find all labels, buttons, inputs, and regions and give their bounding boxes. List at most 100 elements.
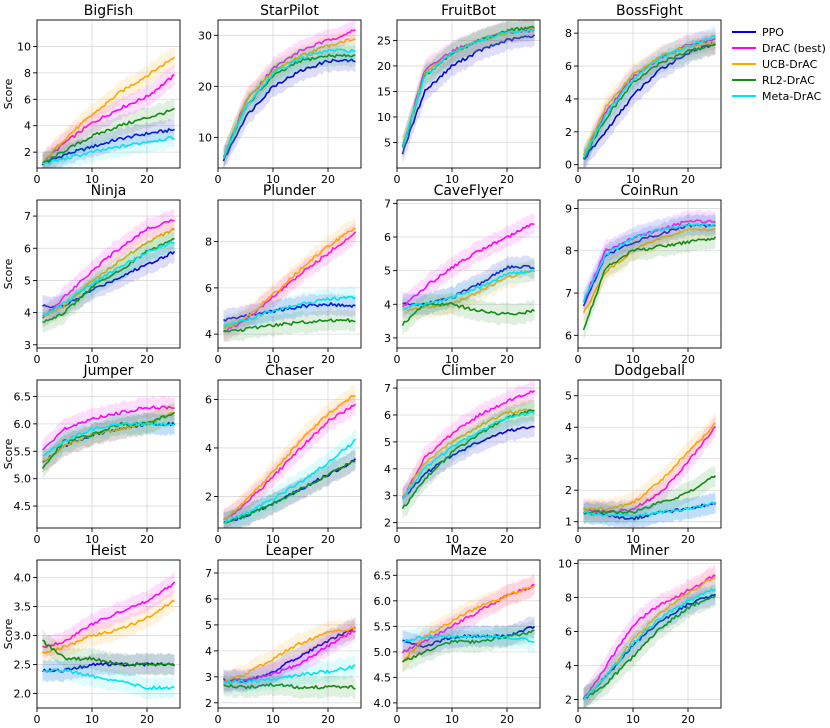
x-tick-label: 10 (85, 173, 99, 186)
y-axis-label: Score (2, 258, 15, 289)
series-rl2-drac (582, 475, 716, 515)
y-tick-label: 2 (565, 126, 572, 139)
x-tick-label: 0 (215, 353, 222, 366)
series-meta-drac (582, 223, 716, 303)
panel-title: CoinRun (621, 183, 679, 199)
y-axis-label: Score (2, 438, 15, 469)
band-ucb-drac (223, 385, 356, 528)
axes-frame (36, 19, 181, 169)
y-tick-label: 10 (198, 131, 212, 144)
x-tick-label: 0 (575, 353, 582, 366)
band-ucb-drac (42, 590, 175, 664)
y-tick-label: 4 (205, 328, 212, 341)
y-tick-label: 8 (565, 27, 572, 40)
x-tick-label: 20 (681, 353, 695, 366)
band-meta-drac (402, 260, 535, 319)
band-rl2-drac (223, 308, 356, 343)
y-tick-label: 6 (565, 60, 572, 73)
series-ucb-drac (582, 422, 716, 512)
axes-frame (577, 559, 722, 709)
x-tick-label: 20 (321, 173, 335, 186)
series-rl2-drac (223, 682, 356, 690)
legend-label-rl2-drac: RL2-DrAC (762, 74, 815, 87)
axes-frame (217, 379, 362, 529)
band-ppo (583, 213, 716, 317)
x-tick-label: 10 (85, 353, 99, 366)
y-tick-label: 2 (205, 697, 212, 710)
y-tick-label: 3.5 (14, 600, 32, 613)
series-meta-drac (222, 48, 356, 159)
panel-maze: 4.04.55.05.56.06.501020MazeStep [1e6] (374, 543, 541, 726)
series-rl2-drac (223, 460, 356, 524)
axes-frame (577, 19, 722, 169)
series-meta-drac (401, 28, 535, 149)
band-drac-best (402, 574, 535, 664)
series-drac-best (41, 219, 175, 319)
series-meta-drac (402, 269, 535, 310)
panel-title: Climber (441, 363, 496, 379)
y-tick-label: 2 (384, 517, 391, 530)
x-tick-label: 10 (445, 173, 459, 186)
series-meta-drac (41, 240, 175, 317)
y-tick-label: 10 (377, 111, 391, 124)
x-tick-label: 0 (394, 353, 401, 366)
band-drac-best (42, 209, 175, 329)
y-tick-label: 2 (565, 693, 572, 706)
series-drac-best (401, 223, 535, 308)
y-tick-label: 4.0 (374, 697, 392, 710)
series-rl2-drac (401, 629, 535, 663)
axes-frame (36, 559, 181, 709)
band-rl2-drac (583, 226, 716, 341)
x-tick-label: 10 (445, 713, 459, 726)
series-drac-best (223, 630, 356, 684)
y-tick-label: 4.5 (14, 500, 32, 513)
legend-label-meta-drac: Meta-DrAC (762, 90, 822, 103)
legend-label-ppo: PPO (762, 26, 784, 39)
y-tick-label: 5.5 (14, 445, 32, 458)
axes-frame (396, 199, 541, 349)
axes-frame (396, 379, 541, 529)
y-tick-label: 6.0 (374, 595, 392, 608)
band-meta-drac (583, 213, 716, 313)
x-tick-label: 20 (500, 353, 514, 366)
y-tick-label: 1 (565, 516, 572, 529)
band-ppo (223, 617, 356, 693)
panel-fruitbot: 5 10 15 20 25 0 10 20 FruitBot (377, 3, 541, 186)
y-tick-label: 5 (384, 136, 391, 149)
axes-frame (217, 559, 362, 709)
x-tick-label: 20 (321, 713, 335, 726)
y-tick-label: 4 (384, 298, 391, 311)
band-ppo (402, 24, 535, 165)
y-tick-label: 4 (24, 307, 31, 320)
series-drac-best (582, 219, 716, 302)
legend: PPO DrAC (best) UCB-DrAC RL2-DrAC Meta-DrAC (732, 26, 826, 103)
x-tick-label: 0 (394, 173, 401, 186)
y-tick-label: 9 (565, 202, 572, 215)
series-meta-drac (222, 664, 356, 685)
band-drac-best (42, 571, 175, 658)
band-ucb-drac (42, 46, 175, 168)
x-tick-label: 20 (140, 713, 154, 726)
series-rl2-drac (41, 411, 175, 469)
axes-frame (577, 199, 722, 349)
series-meta-drac (582, 588, 717, 701)
panel-bigfish: 2 4 6 8 10 0 10 20 BigFish Score (2, 3, 181, 186)
band-rl2-drac (223, 451, 356, 528)
series-drac-best (223, 403, 357, 521)
x-tick-label: 10 (445, 353, 459, 366)
y-tick-label: 5 (384, 265, 391, 278)
band-meta-drac (583, 491, 716, 527)
y-tick-label: 6 (565, 329, 572, 342)
y-tick-label: 4 (24, 120, 31, 133)
series-drac-best (582, 574, 716, 699)
x-tick-label: 20 (500, 713, 514, 726)
band-ppo (583, 583, 716, 708)
y-tick-label: 20 (377, 60, 391, 73)
x-tick-label: 20 (140, 353, 154, 366)
series-rl2-drac (41, 107, 175, 165)
x-tick-label: 0 (394, 533, 401, 546)
series-ppo (401, 425, 535, 500)
band-ucb-drac (42, 402, 175, 472)
band-meta-drac (583, 25, 716, 169)
